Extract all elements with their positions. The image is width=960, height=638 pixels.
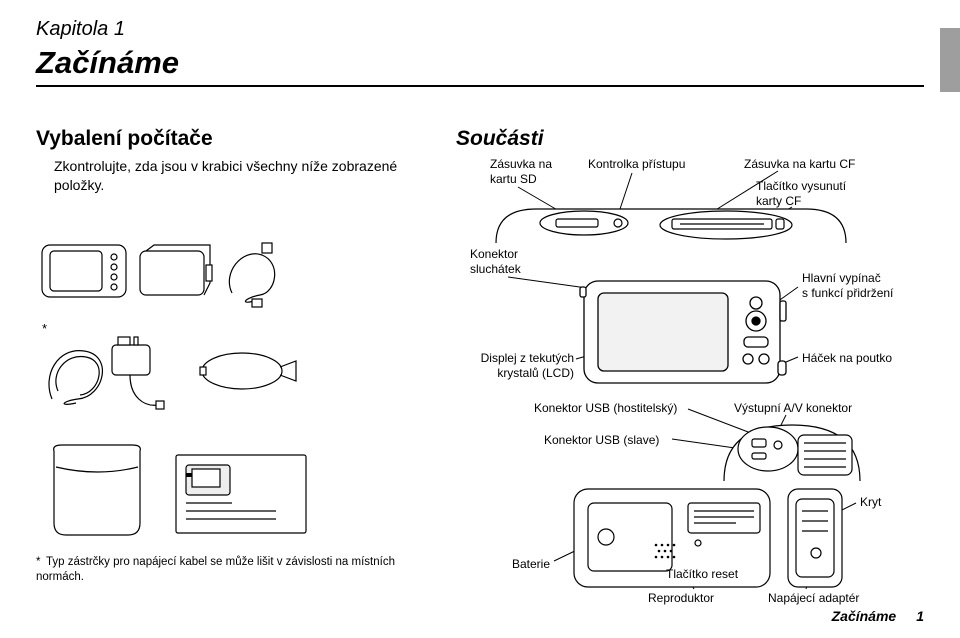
heading-parts: Součásti [456,127,926,151]
label-reset: Tlačítko reset [666,567,738,582]
footer-name: Začínáme [832,608,897,624]
label-sd-slot-l1: Zásuvka na [490,157,552,171]
top-slots-diagram: Zásuvka na kartu SD Kontrolka přístupu Z… [456,157,926,243]
footer: Začínáme 1 [36,602,924,624]
label-cf-eject-l1: Tlačítko vysunutí [756,179,846,193]
col-right: Součásti Zásuvka na kartu SD Kontrolka p… [456,127,926,611]
pouch-docs-diagram [36,437,416,547]
label-lcd-l2: krystalů (LCD) [497,366,574,380]
back-diagram: Baterie Tlačítko reset Reproduktor Kryt … [456,481,926,611]
usb-av-svg [456,399,926,481]
label-access-light: Kontrolka přístupu [588,157,685,172]
accessories-svg: * [36,237,416,437]
label-av-out: Výstupní A/V konektor [734,401,852,416]
label-cf-slot: Zásuvka na kartu CF [744,157,855,172]
side-tab [940,28,960,92]
body-unpack: Zkontrolujte, zda jsou v krabici všechny… [36,157,416,195]
device-diagram: Konektor sluchátek Hlavní vypínač s funk… [456,243,926,399]
columns: Vybalení počítače Zkontrolujte, zda jsou… [36,127,924,611]
label-lcd-l1: Displej z tekutých [481,351,574,365]
label-sd-slot-l2: kartu SD [490,172,537,186]
label-power: Hlavní vypínač s funkcí přidržení [802,271,893,301]
label-power-l1: Hlavní vypínač [802,271,881,285]
label-usb-host: Konektor USB (hostitelský) [534,401,677,416]
label-usb-slave: Konektor USB (slave) [544,433,659,448]
label-battery: Baterie [512,557,550,572]
label-cover: Kryt [860,495,881,510]
page: Kapitola 1 Začínáme Vybalení počítače Zk… [0,0,960,638]
heading-unpack: Vybalení počítače [36,127,416,151]
label-sd-slot: Zásuvka na kartu SD [490,157,552,187]
chapter-label: Kapitola 1 [36,18,924,41]
label-headphone-l2: sluchátek [470,262,521,276]
label-lcd: Displej z tekutých krystalů (LCD) [456,351,574,381]
footnote-star: * [36,555,46,571]
footnote: *Typ zástrčky pro napájecí kabel se může… [36,555,416,586]
label-headphone-l1: Konektor [470,247,518,261]
page-title: Začínáme [36,45,924,87]
label-cf-eject: Tlačítko vysunutí karty CF [756,179,846,209]
pouch-svg [36,437,416,547]
svg-text:*: * [42,321,47,336]
label-power-l2: s funkcí přidržení [802,286,893,300]
usb-av-diagram: Konektor USB (hostitelský) Konektor USB … [456,399,926,481]
label-headphone: Konektor sluchátek [470,247,521,277]
accessories-diagram: * [36,237,416,437]
label-hook: Háček na poutko [802,351,892,366]
footnote-text: Typ zástrčky pro napájecí kabel se může … [36,556,395,584]
footer-page: 1 [916,608,924,624]
col-left: Vybalení počítače Zkontrolujte, zda jsou… [36,127,416,611]
label-cf-eject-l2: karty CF [756,194,801,208]
